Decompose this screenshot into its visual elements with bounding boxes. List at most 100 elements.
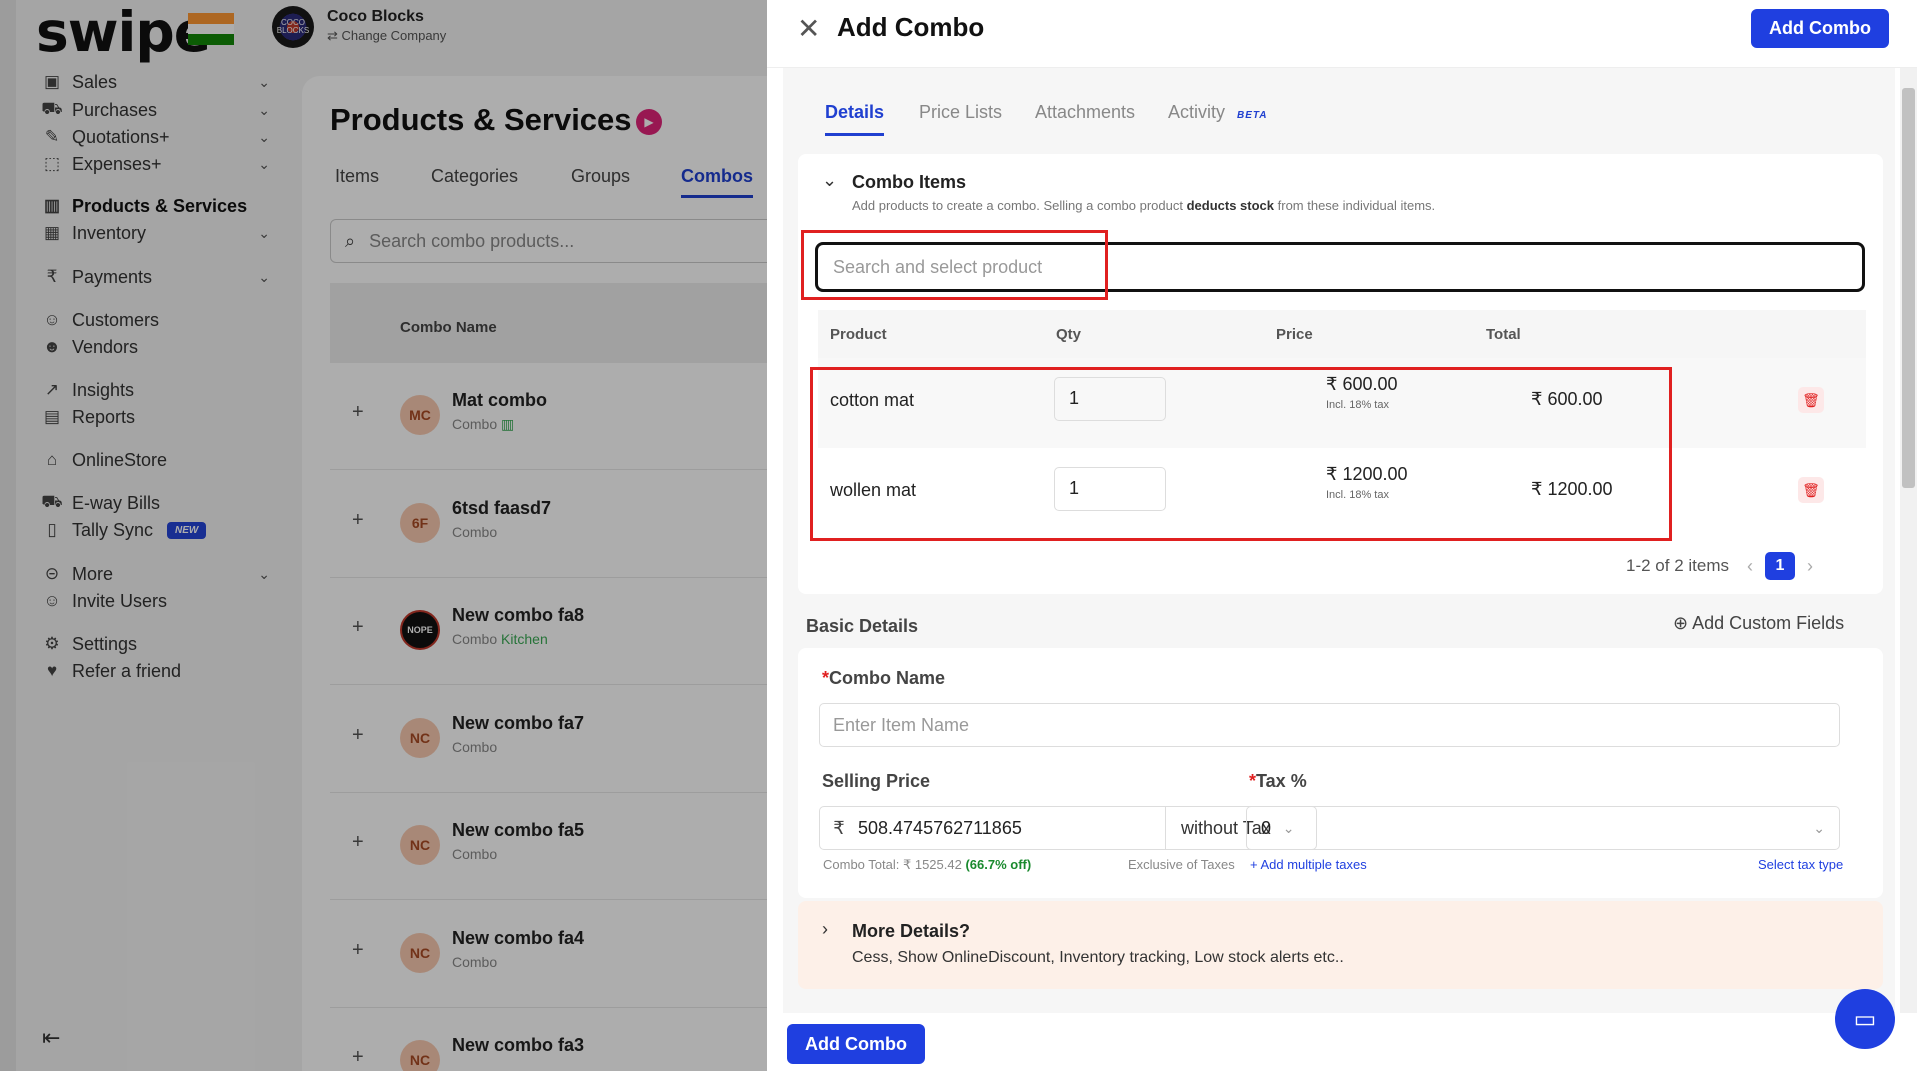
chat-icon[interactable]: ▭: [1835, 989, 1895, 1049]
combo-total-text: Combo Total: ₹ 1525.42 (66.7% off): [823, 857, 1032, 872]
basic-details-card: *Combo Name Enter Item Name Selling Pric…: [798, 648, 1883, 898]
add-multiple-taxes-link[interactable]: + Add multiple taxes: [1250, 857, 1367, 872]
scrollbar[interactable]: [1900, 68, 1917, 1013]
combo-sub: Combo: [452, 846, 498, 862]
tax-note: Incl. 18% tax: [1326, 489, 1389, 501]
gear-icon: ⚙: [44, 634, 60, 653]
tax-mode-select[interactable]: without Tax: [1181, 817, 1271, 838]
product-search-input[interactable]: Search and select product: [815, 242, 1865, 292]
sidebar-item-label: Tally Sync: [72, 519, 154, 540]
sidebar-item-sales[interactable]: ▣ Sales ⌄: [40, 67, 270, 97]
table-row[interactable]: + NOPE New combo fa8 Combo Kitchen: [330, 578, 767, 685]
more-details-title: More Details?: [852, 921, 971, 941]
sidebar-item-products-services[interactable]: ▥ Products & Services: [40, 191, 270, 221]
collapse-sidebar-icon[interactable]: ⇤: [42, 1025, 61, 1050]
company-logo[interactable]: COCO BLOCKS: [272, 6, 314, 48]
tab-attachments[interactable]: Attachments: [1035, 102, 1136, 122]
tab-combos[interactable]: Combos: [681, 166, 753, 198]
trash-icon[interactable]: 🗑: [1798, 477, 1824, 503]
sidebar-item-refer-a-friend[interactable]: ♥ Refer a friend: [40, 656, 270, 686]
main-panel: [302, 76, 767, 1071]
play-icon[interactable]: ▶: [636, 109, 662, 135]
expand-icon[interactable]: +: [352, 401, 364, 423]
table-row[interactable]: + NC New combo fa5 Combo: [330, 793, 767, 900]
avatar: 6F: [400, 502, 440, 543]
trash-icon[interactable]: 🗑: [1798, 387, 1824, 413]
sidebar-item-payments[interactable]: ₹ Payments ⌄: [40, 262, 270, 292]
modal-overlay[interactable]: [0, 0, 767, 1071]
add-combo-button-top[interactable]: Add Combo: [1751, 9, 1889, 48]
expand-icon[interactable]: +: [352, 616, 364, 638]
tax-select[interactable]: 0 ⌄: [1246, 806, 1840, 850]
tab-items[interactable]: Items: [335, 166, 380, 186]
sidebar-item-invite-users[interactable]: ☺ Invite Users: [40, 586, 270, 616]
combo-items-title[interactable]: Combo Items: [852, 172, 967, 192]
barcode-icon: ▥: [43, 196, 61, 215]
brand-logo[interactable]: swipe: [36, 0, 211, 64]
tab-categories[interactable]: Categories: [431, 166, 519, 186]
next-page-icon[interactable]: ›: [1807, 555, 1813, 576]
table-row[interactable]: + MC Mat combo Combo ▥: [330, 363, 767, 470]
tab-price-lists[interactable]: Price Lists: [919, 102, 1003, 122]
rupee-icon: ₹: [46, 267, 58, 286]
tab-details[interactable]: Details: [825, 102, 885, 136]
tab-activity-label: Activity: [1168, 102, 1226, 122]
product-price: ₹ 600.00: [1326, 374, 1398, 394]
more-details-section[interactable]: › More Details? Cess, Show OnlineDiscoun…: [798, 901, 1883, 989]
table-header-combo-name: Combo Name: [330, 283, 767, 363]
sidebar-item-inventory[interactable]: ▦ Inventory ⌄: [40, 218, 270, 248]
tab-groups[interactable]: Groups: [571, 166, 631, 186]
page-button[interactable]: 1: [1765, 552, 1795, 580]
combo-search-input[interactable]: ⌕ Search combo products...: [330, 219, 767, 263]
sidebar-item-tally-sync[interactable]: ▯ Tally Sync NEW: [40, 515, 270, 545]
sidebar-item-label: Customers: [72, 309, 160, 330]
select-tax-type-link[interactable]: Select tax type: [1758, 857, 1844, 872]
avatar: NC: [400, 825, 440, 865]
col-product: Product: [830, 326, 887, 343]
table-row[interactable]: + NC New combo fa3: [330, 1008, 767, 1071]
page-title: Products & Services: [330, 102, 632, 137]
sidebar-item-reports[interactable]: ▤ Reports: [40, 402, 270, 432]
chevron-down-icon[interactable]: ⌄: [822, 170, 838, 190]
table-row[interactable]: +6F 6tsd faasd7 Combo: [330, 471, 767, 578]
sidebar-item-insights[interactable]: ↗ Insights: [40, 375, 270, 405]
company-name[interactable]: Coco Blocks: [327, 8, 424, 25]
prev-page-icon[interactable]: ‹: [1747, 555, 1753, 576]
sidebar-item-vendors[interactable]: ☻ Vendors: [40, 332, 270, 362]
expand-icon[interactable]: +: [352, 508, 364, 531]
scrollbar-thumb[interactable]: [1902, 88, 1915, 488]
sidebar-item-e-way-bills[interactable]: ⛟ E-way Bills: [40, 488, 270, 518]
chevron-down-icon: ⌄: [1813, 819, 1825, 836]
new-badge: NEW: [167, 521, 207, 539]
sidebar-item-onlinestore[interactable]: ⌂ OnlineStore: [40, 445, 270, 475]
sidebar-item-settings[interactable]: ⚙ Settings: [40, 629, 270, 659]
combo-name-input[interactable]: Enter Item Name: [819, 703, 1840, 747]
sidebar-item-customers[interactable]: ☺ Customers: [40, 305, 270, 335]
expand-icon[interactable]: +: [352, 938, 364, 961]
chevron-down-icon: ⌄: [258, 155, 270, 172]
expand-icon[interactable]: +: [352, 1046, 364, 1068]
sidebar-item-label: Settings: [72, 633, 138, 654]
change-company-link[interactable]: ⇄ Change Company: [327, 28, 447, 43]
table-row[interactable]: + NC New combo fa4 Combo: [330, 901, 767, 1008]
table-row[interactable]: + NC New combo fa7 Combo: [330, 686, 767, 793]
sidebar-item-quotations[interactable]: ✎ Quotations+ ⌄: [40, 122, 270, 152]
qty-input[interactable]: 1: [1054, 467, 1166, 511]
add-combo-button-bottom[interactable]: Add Combo: [787, 1024, 925, 1064]
combo-name: Mat combo: [452, 390, 548, 410]
tab-activity[interactable]: Activity BETA: [1168, 102, 1268, 123]
pager-text: 1-2 of 2 items: [1626, 556, 1729, 575]
expand-icon[interactable]: +: [352, 723, 364, 746]
report-icon: ▤: [43, 407, 61, 426]
close-icon[interactable]: ✕: [797, 13, 821, 44]
sidebar-item-expenses[interactable]: ⬚ Expenses+ ⌄: [40, 149, 270, 179]
combo-sub: Combo Kitchen: [452, 631, 548, 647]
add-custom-fields-button[interactable]: ⊕ Add Custom Fields: [1673, 613, 1844, 634]
sidebar-item-more[interactable]: ⊝ More ⌄: [40, 559, 270, 589]
qty-input[interactable]: 1: [1054, 377, 1166, 421]
chevron-down-icon: ⌄: [258, 224, 270, 241]
product-name: cotton mat: [830, 390, 915, 410]
sidebar-item-purchases[interactable]: ⛟ Purchases ⌄: [40, 95, 270, 125]
expand-icon[interactable]: +: [352, 831, 364, 853]
selling-price-input[interactable]: 508.4745762711865: [858, 806, 1166, 850]
